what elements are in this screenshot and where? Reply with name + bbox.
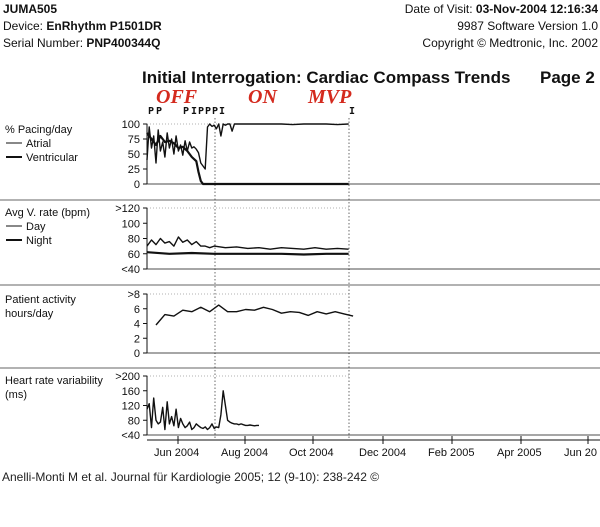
series-line-day [146,236,349,250]
y-tick-label: 25 [128,164,140,176]
annotation-mvp: MVP [307,86,352,108]
legend-entry: Night [26,235,52,247]
copyright: Copyright © Medtronic, Inc. 2002 [422,36,598,50]
device-value: EnRhythm P1501DR [46,19,162,33]
event-mark: P [205,106,211,117]
device-line: Device: EnRhythm P1501DR [3,19,162,33]
y-tick-label: 4 [134,319,140,331]
y-tick-label: 160 [122,386,140,398]
event-mark: P [183,106,189,117]
report-frame: JUMA505 Device: EnRhythm P1501DR Serial … [0,2,600,459]
x-tick-label: Feb 2005 [428,447,474,459]
page-number: Page 2 [540,68,595,87]
event-mark: P [198,106,204,117]
series-line-atrial [146,123,349,170]
y-tick-label: >120 [115,203,140,215]
event-mark: P [156,106,162,117]
y-tick-label: 75 [128,134,140,146]
panel-title: hours/day [5,308,54,320]
y-tick-label: <40 [121,430,140,442]
series-line-trend [155,304,354,326]
y-tick-label: 80 [128,234,140,246]
y-tick-label: >8 [127,289,140,301]
legend-entry: Atrial [26,138,51,150]
serial-label: Serial Number: [3,36,84,50]
x-tick-label: Jun 2004 [154,447,199,459]
series-line-ventricular [146,132,349,186]
y-tick-label: 6 [134,304,140,316]
patient-id: JUMA505 [3,2,58,16]
visit-value: 03-Nov-2004 12:16:34 [475,2,598,16]
visit-line: Date of Visit: 03-Nov-2004 12:16:34 [405,2,598,16]
y-tick-label: 80 [128,415,140,427]
y-tick-label: 100 [122,218,140,230]
y-tick-label: 120 [122,401,140,413]
annotation-off: OFF [156,86,198,108]
panel-title: Heart rate variability [5,375,103,387]
x-tick-label: Oct 2004 [289,447,334,459]
x-tick-label: Apr 2005 [497,447,542,459]
citation-caption: Anelli-Monti M et al. Journal für Kardio… [2,470,380,484]
event-mark: I [349,106,355,117]
y-tick-label: 0 [134,348,140,360]
y-tick-label: 60 [128,249,140,261]
annotation-on: ON [248,86,278,108]
y-tick-label: 0 [134,179,140,191]
legend-entry: Ventricular [26,152,78,164]
device-label: Device: [3,19,44,33]
y-tick-label: 100 [122,119,140,131]
event-mark: I [191,106,197,117]
event-mark: I [219,106,225,117]
y-tick-label: 50 [128,149,140,161]
series-line-trend [146,390,259,431]
y-tick-label: >200 [115,371,140,383]
software-version: 9987 Software Version 1.0 [457,19,598,33]
report-title: Initial Interrogation: Cardiac Compass T… [142,68,511,87]
x-tick-label: Jun 20 [564,447,597,459]
panel-title: % Pacing/day [5,124,73,136]
panel-title: Patient activity [5,294,76,306]
event-mark: P [148,106,154,117]
legend-entry: Day [26,221,46,233]
serial-line: Serial Number: PNP400344Q [3,36,160,50]
series-line-night [146,251,349,256]
x-tick-label: Dec 2004 [359,447,406,459]
panel-title: (ms) [5,389,27,401]
y-tick-label: 2 [134,333,140,345]
event-mark: P [212,106,218,117]
x-tick-label: Aug 2004 [221,447,268,459]
visit-label: Date of Visit: [404,2,473,16]
serial-value: PNP400344Q [86,36,161,50]
y-tick-label: <40 [121,264,140,276]
panel-title: Avg V. rate (bpm) [5,207,90,219]
